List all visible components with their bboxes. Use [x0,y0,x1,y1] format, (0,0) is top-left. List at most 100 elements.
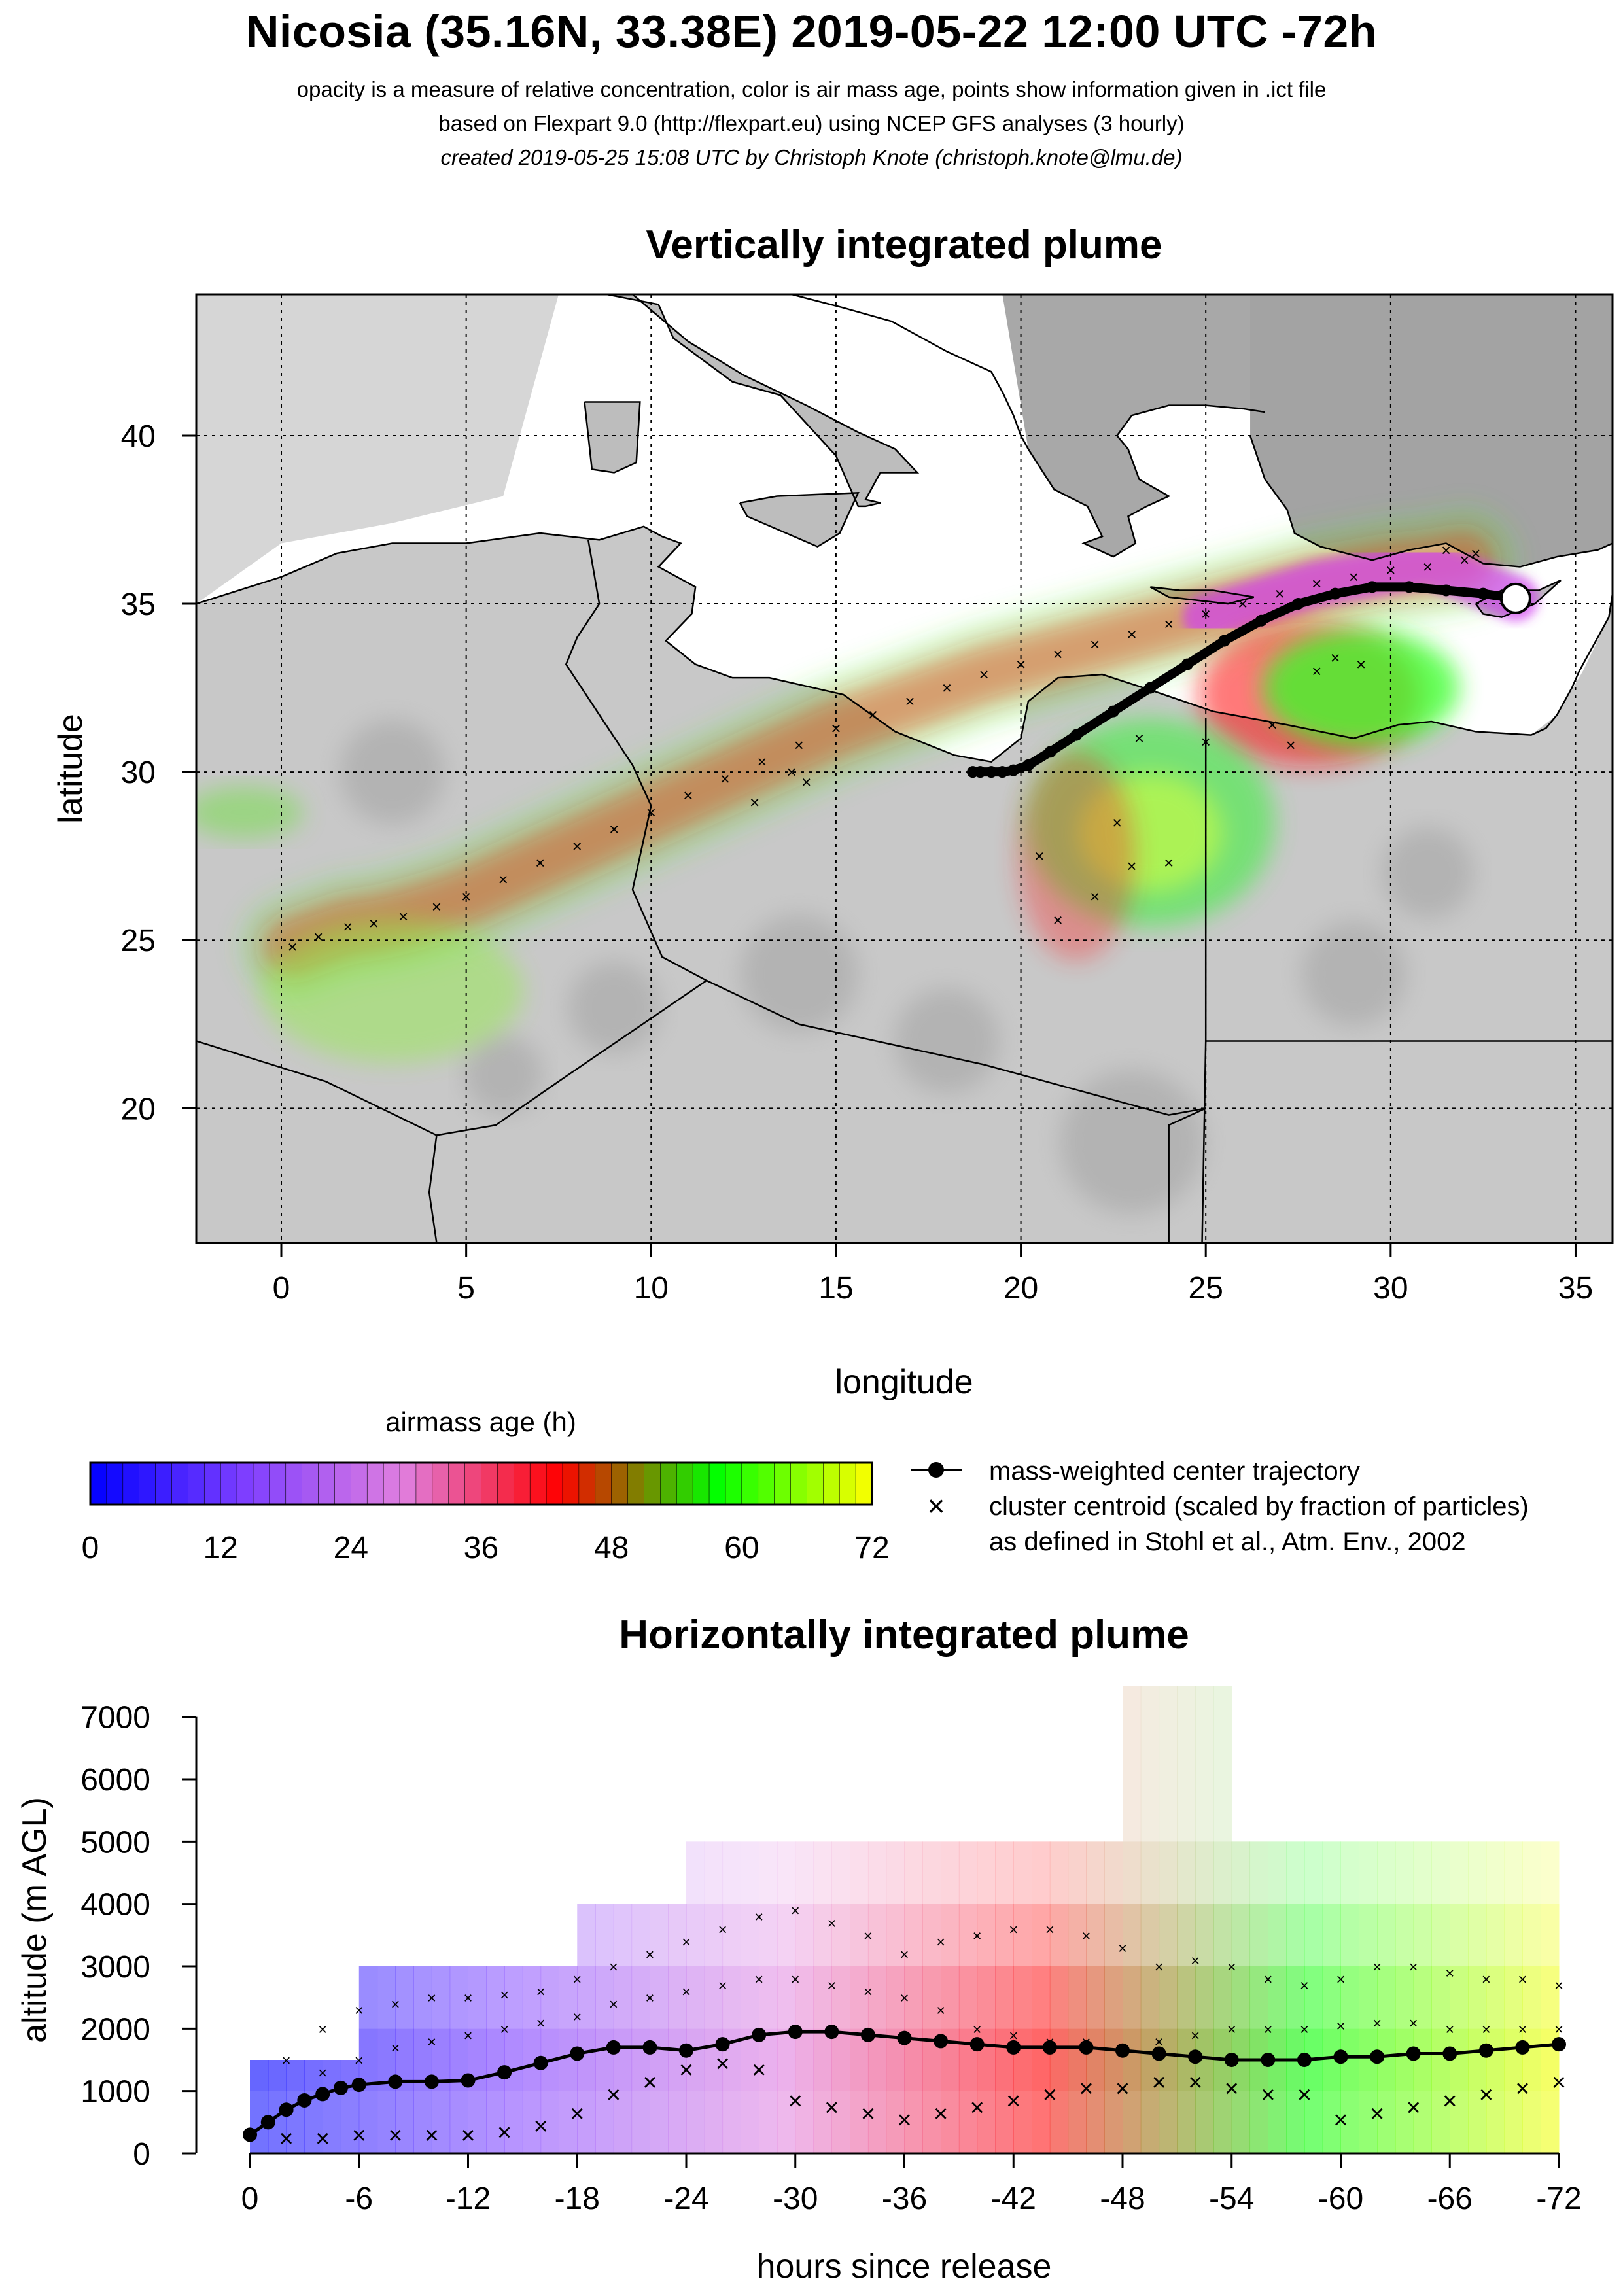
age-cell [650,1966,669,2029]
ts-cluster-centroid: × [899,1946,909,1964]
age-cell [486,2091,505,2153]
age-cell [1177,1904,1196,1966]
age-cell [1195,2091,1214,2153]
colorbar-cell [855,1462,873,1505]
age-cell [1231,1841,1251,1904]
colorbar-cell [692,1462,710,1505]
age-cell [668,1904,687,1966]
age-cell [922,1841,941,1904]
age-cell [1304,1904,1323,1966]
age-cell [759,2091,778,2153]
map-trajectory-point [985,766,998,778]
age-cell [1086,2028,1105,2091]
ts-xtick-label: -12 [445,2182,491,2216]
age-cell [704,1841,724,1904]
age-cell [1140,1966,1160,2029]
colorbar-cell [383,1462,400,1505]
map-cluster-centroid: × [757,752,767,772]
age-cell [577,1904,596,1966]
ts-cluster-centroid: × [282,2052,291,2070]
ts-cluster-centroid: × [897,2106,911,2134]
ts-trajectory-point [1406,2046,1421,2061]
colorbar-cell [725,1462,742,1505]
age-cell [1213,1904,1232,1966]
map-cluster-centroid: × [720,769,730,788]
ts-trajectory-point [1042,2040,1057,2055]
colorbar-ticks: 0 12 24 36 48 60 72 [82,1531,890,1565]
colorbar-cell [676,1462,693,1505]
age-cell [886,1966,905,2029]
outline-border-algeria-mali-niger [196,979,707,1136]
age-cell [1377,1904,1396,1966]
ts-cluster-centroid: × [1515,2076,1529,2103]
colorbar-cell [366,1462,384,1505]
map-trajectory-point [1477,587,1490,600]
colorbar-cell [285,1462,303,1505]
colorbar-cell [627,1462,645,1505]
age-cell [1140,1686,1160,1842]
colorbar-frame [89,1461,873,1506]
ts-cluster-centroid: × [679,2057,693,2084]
page-title: Nicosia (35.16N, 33.38E) 2019-05-22 12:0… [245,6,1378,57]
age-cell [1213,1841,1232,1904]
ts-cluster-centroid: × [973,2021,982,2038]
age-cell [650,1904,669,1966]
age-cell [595,2091,614,2153]
ts-cluster-centroid: × [1227,1958,1236,1976]
subtitle-created: created 2019-05-25 15:08 UTC by Christop… [440,145,1183,169]
age-cell [995,1904,1014,1966]
age-cell [1431,1841,1450,1904]
age-cell [1413,1904,1432,1966]
age-cell [1195,1904,1214,1966]
map-cluster-centroid: × [905,691,915,711]
map-ytick-label: 35 [121,587,156,622]
colorbar-cell [611,1462,629,1505]
age-cell [468,2091,487,2153]
ts-trajectory-point [260,2115,275,2130]
ts-cluster-centroid: × [1151,2069,1166,2096]
ts-cluster-centroid: × [1079,2076,1093,2103]
age-cell [831,2028,850,2091]
ts-trajectory-point [1333,2049,1348,2064]
colorbar-cell [774,1462,792,1505]
legend-center-label: mass-weighted center trajectory [989,1457,1360,1486]
colorbar-cell [415,1462,433,1505]
age-cell [1231,2091,1251,2153]
map-cluster-centroid: × [794,735,804,755]
age-cell [1377,2091,1396,2153]
colorbar-tick-label: 48 [594,1531,629,1565]
age-cell [1286,1904,1305,1966]
ts-cluster-centroid: × [1188,2069,1202,2096]
age-cell [1468,1966,1487,2029]
age-cell [1522,1966,1541,2029]
ts-xtick-label: -54 [1209,2182,1254,2216]
ts-trajectory-line [249,2030,1560,2136]
age-cell [631,1966,650,2029]
ts-xtick-label: -6 [345,2182,373,2216]
ts-trajectory-point [497,2065,512,2080]
ts-ytick-label: 1000 [80,2075,150,2110]
colorbar-cell [595,1462,612,1505]
relief-blob [340,720,445,825]
ts-trajectory-point [1515,2040,1530,2055]
age-cell [831,1841,850,1904]
age-cell [1159,1686,1178,1842]
age-cell [722,2091,741,2153]
map-trajectory-point [1107,705,1119,718]
ts-xtick-label: -60 [1318,2182,1363,2216]
age-cell [1049,2091,1069,2153]
age-cell [1104,1966,1123,2029]
ts-cluster-centroid: × [463,1990,472,2008]
ts-cluster-centroid: × [1445,1965,1454,1983]
age-cell [613,1966,633,2029]
ts-cluster-centroid: × [1263,1971,1272,1989]
age-cell [486,2028,505,2091]
map-ytick-label: 30 [121,756,156,790]
map-xtick-label: 5 [457,1271,475,1306]
age-cell [1068,1904,1087,1966]
age-cell [1013,2028,1032,2091]
age-cell [1486,2028,1505,2091]
outline-border-algeria-tunisia-libya [565,540,707,982]
ts-cluster-centroid: × [1225,2076,1239,2103]
